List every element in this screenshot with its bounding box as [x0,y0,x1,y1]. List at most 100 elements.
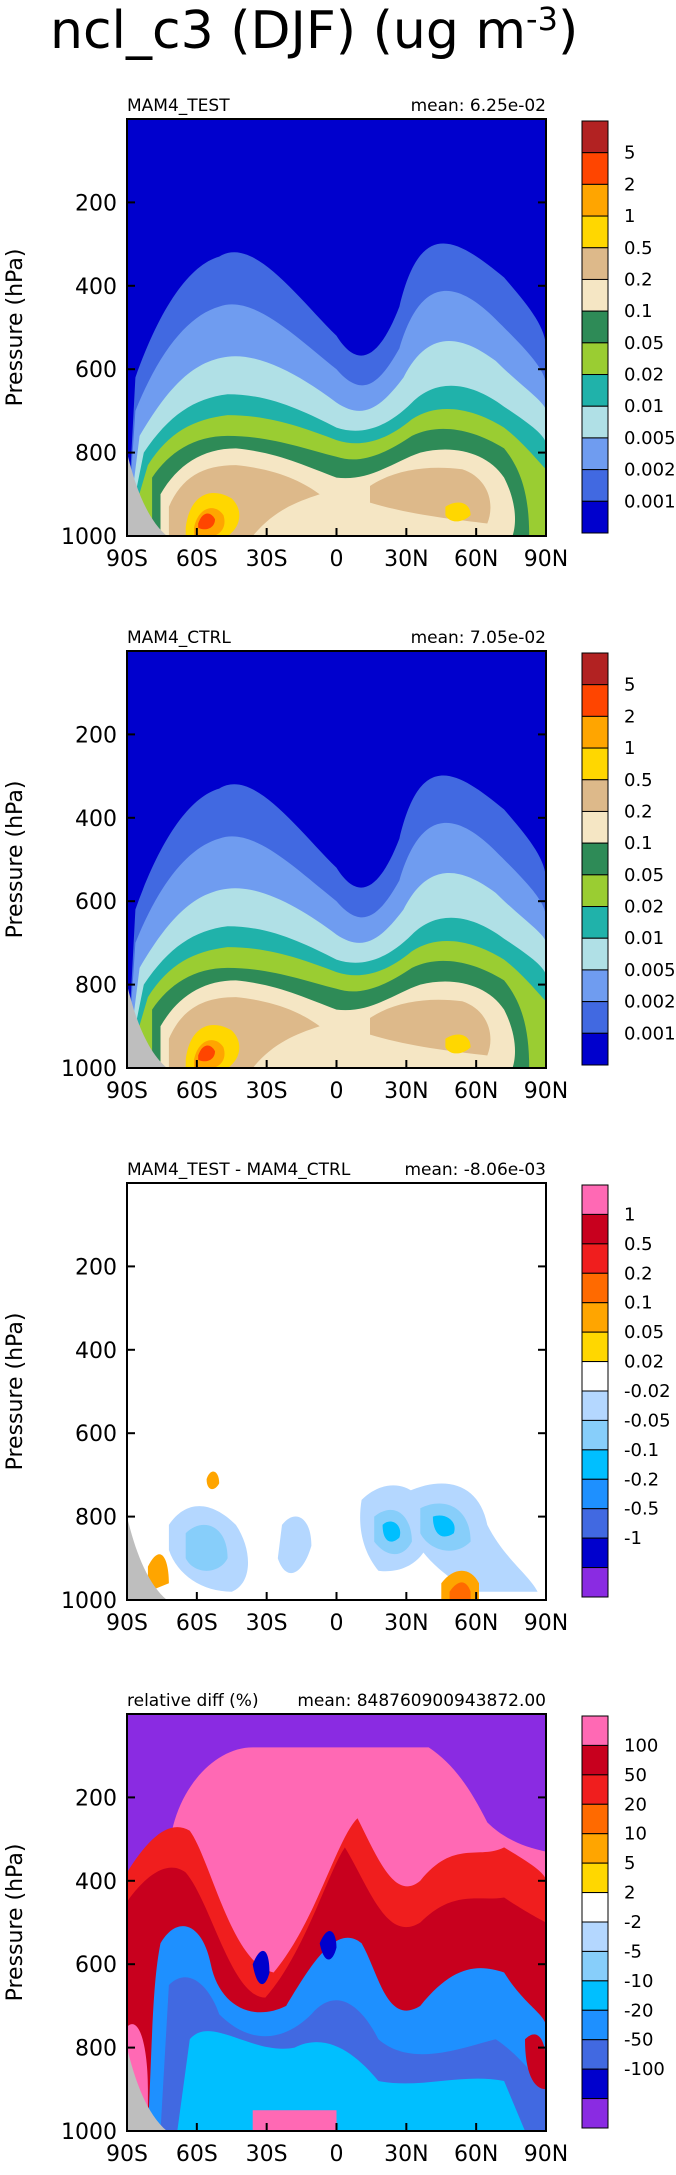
colorbar-swatch [581,1302,609,1333]
x-tick-label: 30S [246,547,288,572]
y-tick-label: 400 [75,275,117,300]
colorbar-swatch [581,1803,609,1835]
colorbar-label: 0.05 [624,865,664,886]
colorbar-swatch [581,215,609,249]
colorbar-swatch [581,874,609,908]
colorbar-swatch [581,152,609,185]
y-tick-label: 600 [75,358,117,383]
colorbar-swatch [581,1833,609,1864]
colorbar-label: -0.05 [624,1410,671,1431]
x-tick-label: 90S [106,1079,148,1104]
colorbar-label: 0.02 [624,365,664,386]
colorbar-label: 1 [624,738,635,759]
colorbar-label: 0.1 [624,1293,653,1314]
x-tick-label: 60N [454,1611,498,1636]
panel-title-right: mean: 848760900943872.00 [297,1691,546,1711]
panels: MAM4_TEST mean: 6.25e-0220040060080010009… [3,96,676,2167]
plot-field [127,1714,546,2131]
x-tick-label: 0 [330,547,344,572]
y-tick-label: 1000 [61,525,117,550]
x-tick-label: 90N [524,1611,568,1636]
colorbar-swatch [581,2009,609,2041]
x-tick-label: 60S [176,1079,218,1104]
colorbar-label: 0.005 [624,960,676,981]
colorbar-label: 0.1 [624,833,653,854]
colorbar-label: 0.001 [624,491,676,512]
colorbar-swatch [581,1921,609,1952]
colorbar-label: -2 [624,1912,642,1933]
colorbar-swatch [581,1184,609,1215]
colorbar-swatch [581,684,609,717]
x-tick-label: 30S [246,2142,288,2167]
colorbar-swatch [581,715,609,749]
colorbar-label: -100 [624,2059,665,2080]
colorbar-label: 1 [624,206,635,227]
y-tick-label: 1000 [61,1589,117,1614]
x-tick-label: 30S [246,1079,288,1104]
colorbar-label: 0.005 [624,428,676,449]
colorbar-swatch [581,1213,609,1245]
y-tick-label: 400 [75,1870,117,1895]
colorbar-swatch [581,1892,609,1923]
colorbar-label: 0.5 [624,1234,653,1255]
colorbar-label: 0.01 [624,396,664,417]
colorbar-swatch [581,1950,609,1982]
y-axis-label: Pressure (hPa) [3,1313,28,1471]
x-tick-label: 30N [384,1611,428,1636]
colorbar-label: -5 [624,1941,642,1962]
colorbar-label: 1 [624,1204,635,1225]
plot-field [127,119,546,536]
contour-band [147,1471,479,1600]
colorbar-swatch [581,310,609,344]
topography-mask [127,452,167,536]
colorbar-swatch [581,1567,609,1598]
colorbar-swatch [581,2068,609,2100]
colorbar-label: 0.002 [624,460,676,481]
colorbar-swatch [581,842,609,876]
colorbar-swatch [581,1331,609,1363]
colorbar-swatch [581,1508,609,1539]
chart-panel-3: MAM4_TEST - MAM4_CTRL mean: -8.06e-03 200 4… [3,1160,671,1636]
y-tick-label: 600 [75,1953,117,1978]
colorbar-label: 0.05 [624,1322,664,1343]
colorbar-label: 0.05 [624,333,664,354]
colorbar-label: 50 [624,1765,647,1786]
x-tick-label: 60S [176,1611,218,1636]
colorbar-swatch [581,120,609,154]
y-tick-label: 400 [75,807,117,832]
panel-title-left: MAM4_TEST - MAM4_CTRL [127,1160,351,1180]
x-tick-label: 60N [454,1079,498,1104]
colorbar-label: 0.001 [624,1023,676,1044]
x-tick-label: 0 [330,1079,344,1104]
x-tick-label: 0 [330,2142,344,2167]
contour-band [252,1930,337,1985]
colorbar-label: 5 [624,675,635,696]
colorbar-label: 0.002 [624,992,676,1013]
topography-mask [127,1516,167,1600]
colorbar-label: 0.5 [624,770,653,791]
contour-band [168,465,491,536]
panel-title-right: mean: 7.05e-02 [411,628,546,648]
y-tick-label: 1000 [61,1057,117,1082]
x-tick-label: 60N [454,2142,498,2167]
colorbar-swatch [581,810,609,844]
contour-band [168,997,491,1068]
colorbar-swatch [581,437,609,471]
x-tick-label: 30N [384,2142,428,2167]
colorbar-label: 0.2 [624,801,653,822]
colorbar-label: 0.02 [624,1352,664,1373]
chart-panel-2: MAM4_CTRL mean: 7.05e-0220040060080010009… [3,628,676,1104]
colorbar-swatch [581,906,609,939]
y-tick-label: 200 [75,191,117,216]
x-tick-label: 90N [524,1079,568,1104]
panel-title-right: mean: -8.06e-03 [404,1160,546,1180]
x-tick-label: 60S [176,2142,218,2167]
colorbar-swatch [581,2098,609,2129]
colorbar-swatch [581,1980,609,2011]
y-tick-label: 600 [75,890,117,915]
x-tick-label: 60S [176,547,218,572]
y-tick-label: 800 [75,1506,117,1531]
x-tick-label: 90S [106,1611,148,1636]
colorbar-label: -0.5 [624,1499,659,1520]
x-tick-label: 90N [524,2142,568,2167]
